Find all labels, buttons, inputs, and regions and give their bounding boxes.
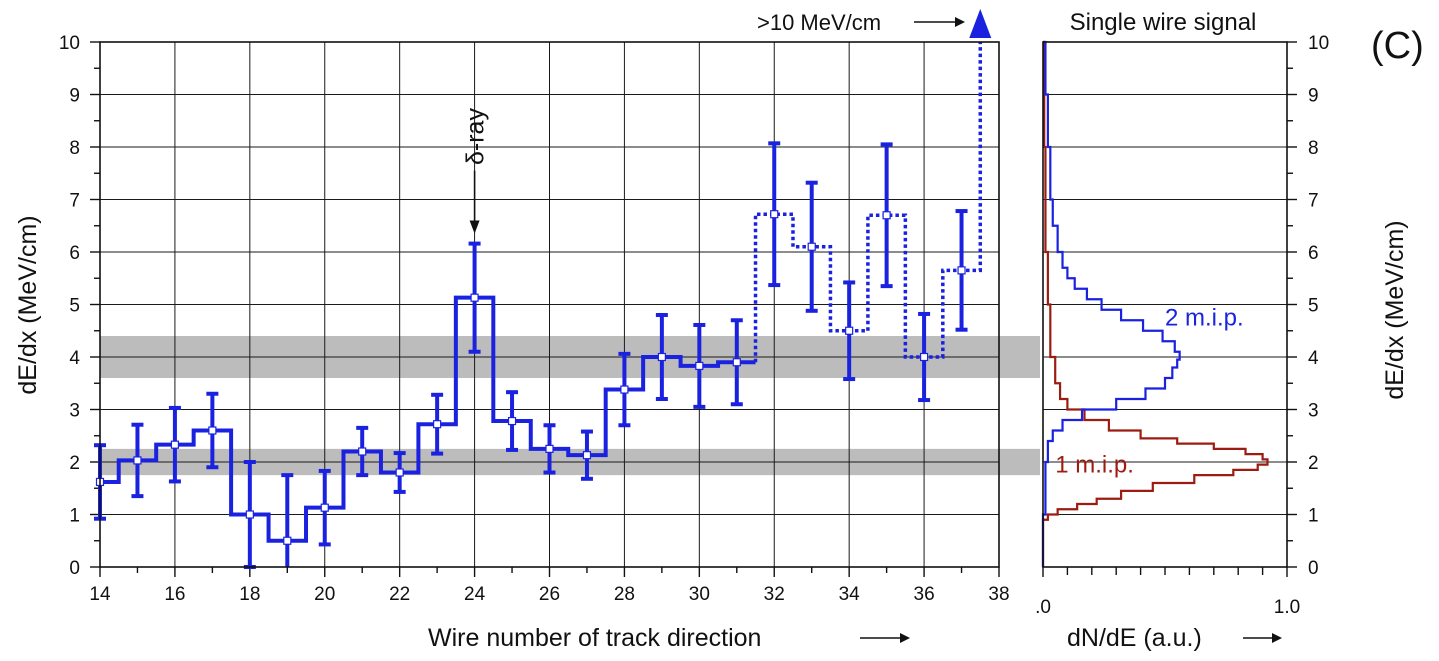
data-point <box>657 352 666 362</box>
x-tick-label: 34 <box>839 584 861 605</box>
data-point <box>320 503 329 512</box>
data-point <box>695 361 704 371</box>
y-tick-label-right: 3 <box>1308 401 1319 422</box>
distribution-1-mip <box>1041 40 1269 567</box>
y-tick-label-left: 0 <box>69 558 80 579</box>
distribution-2-mip <box>1041 40 1181 567</box>
data-point <box>732 358 741 367</box>
data-point <box>358 447 367 456</box>
y-tick-label-left: 3 <box>69 401 80 422</box>
left-grid <box>100 42 999 567</box>
data-point <box>845 326 854 335</box>
data-point <box>620 385 629 394</box>
data-point <box>957 266 966 275</box>
y-tick-label-right: 8 <box>1308 138 1319 159</box>
y-tick-label-right: 6 <box>1308 243 1319 264</box>
left-ticks <box>90 41 1000 577</box>
x-tick-label: 32 <box>764 584 785 605</box>
series-label-2-mip: 2 m.i.p. <box>1165 305 1244 332</box>
x-tick-label: 20 <box>314 584 335 605</box>
y-tick-label-left: 8 <box>69 138 80 159</box>
y-tick-label-right: 10 <box>1308 33 1329 54</box>
data-point <box>470 293 479 302</box>
y-tick-label-left: 9 <box>69 86 80 107</box>
y-tick-label-right: 0 <box>1308 558 1319 579</box>
overflow-label: >10 MeV/cm <box>757 10 881 35</box>
data-point <box>582 451 592 460</box>
data-point <box>507 416 517 426</box>
x-tick-label-right: .0 <box>1035 597 1051 618</box>
y-tick-label-right: 1 <box>1308 506 1319 527</box>
panel-label: (C) <box>1371 25 1424 67</box>
y-tick-label-left: 10 <box>59 33 80 54</box>
data-point <box>208 426 217 435</box>
x-tick-label: 16 <box>164 584 185 605</box>
x-tick-label-right: 1.0 <box>1274 597 1300 618</box>
x-tick-label: 36 <box>914 584 935 605</box>
x-tick-label: 38 <box>988 584 1009 605</box>
y-tick-label-left: 4 <box>69 348 80 369</box>
y-tick-label-right: 4 <box>1308 348 1319 369</box>
x-tick-label: 28 <box>614 584 635 605</box>
series-line-solid <box>100 295 756 543</box>
x-tick-label: 14 <box>89 584 111 605</box>
data-point <box>395 468 404 477</box>
x-axis-label-left: Wire number of track direction <box>428 624 761 652</box>
overflow-annotation: >10 MeV/cm <box>757 9 992 38</box>
x-tick-label: 26 <box>539 584 560 605</box>
y-tick-label-right: 7 <box>1308 191 1319 212</box>
series-line-dotted <box>753 42 983 363</box>
series-label-1-mip: 1 m.i.p. <box>1055 452 1134 479</box>
x-axis-label-right: dN/dE (a.u.) <box>1067 624 1202 652</box>
right-series <box>1041 40 1269 567</box>
x-axis-arrow-right <box>1243 633 1282 643</box>
data-point <box>283 536 292 545</box>
data-point <box>170 440 180 449</box>
data-point <box>770 210 779 219</box>
y-tick-label-right: 5 <box>1308 296 1319 317</box>
data-point <box>133 456 142 465</box>
y-axis-label-left: dE/dx (MeV/cm) <box>14 215 42 394</box>
delta-ray-annotation: δ-ray <box>462 108 490 234</box>
y-tick-label-left: 1 <box>69 506 80 527</box>
right-tick-labels: 0 1 2 3 4 5 6 7 8 9 10 .0 1.0 <box>1035 33 1329 618</box>
data-point <box>545 444 554 453</box>
y-tick-label-left: 6 <box>69 243 80 264</box>
x-axis-arrow-left <box>860 633 910 643</box>
x-tick-label: 18 <box>239 584 260 605</box>
data-point <box>433 420 442 429</box>
data-point <box>919 352 929 362</box>
delta-ray-label: δ-ray <box>462 108 490 165</box>
x-tick-label: 24 <box>464 584 486 605</box>
data-point <box>245 510 254 519</box>
y-tick-label-left: 7 <box>69 191 80 212</box>
overflow-arrowhead-icon <box>969 9 992 38</box>
y-tick-label-right: 9 <box>1308 86 1319 107</box>
y-tick-label-left: 5 <box>69 296 80 317</box>
data-point <box>882 211 891 220</box>
right-ticks <box>1042 41 1297 577</box>
right-grid <box>1043 94 1287 515</box>
y-axis-label-right: dE/dx (MeV/cm) <box>1381 220 1409 399</box>
right-plot-frame <box>1042 41 1288 568</box>
left-plot-frame <box>99 41 1000 568</box>
x-tick-label: 30 <box>689 584 710 605</box>
right-panel-title: Single wire signal <box>1070 9 1257 36</box>
y-tick-label-right: 2 <box>1308 453 1319 474</box>
x-tick-label: 22 <box>389 584 410 605</box>
y-tick-label-left: 2 <box>69 453 80 474</box>
data-point <box>807 242 816 251</box>
